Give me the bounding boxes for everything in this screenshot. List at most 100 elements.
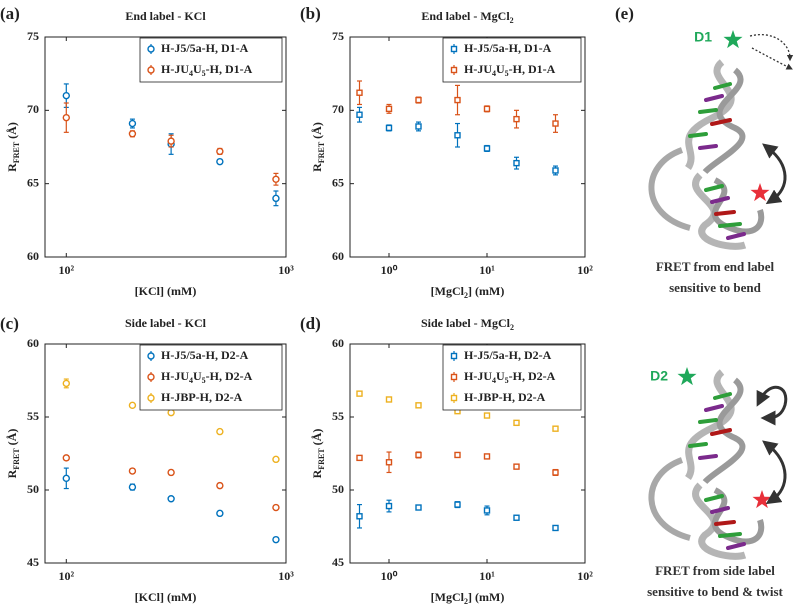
axes-frame [349,343,586,564]
acceptor-star [750,183,770,202]
data-point [128,130,137,138]
data-point [483,507,491,514]
y-tick-label: 55 [27,409,39,423]
legend-swatch [147,45,155,53]
legend-label: H-J5/5a-H, D1-A [161,41,249,55]
chart-title: Side label - KCl [125,316,207,330]
y-tick-label: 65 [27,175,39,189]
y-tick-label: 50 [332,482,344,496]
x-tick-label: 10² [577,569,593,583]
data-point [356,111,363,118]
x-axis-label: [KCl] (mM) [135,284,197,298]
data-point [415,96,422,104]
data-point [216,147,224,156]
y-tick-label: 60 [332,336,344,350]
data-point [62,474,70,483]
y-tick-label: 45 [332,555,344,569]
legend-label: H-JU4U5-H, D1-A [464,62,556,79]
panel-label: (a) [0,4,20,23]
legend-label: H-J5/5a-H, D2-A [161,348,249,362]
data-point [62,113,70,122]
y-tick-label: 75 [332,29,344,43]
data-point [216,481,224,490]
axes-frame [44,36,287,258]
legend-box [442,37,582,83]
legend-label: H-JU4U5-H, D2-A [464,369,556,386]
data-point [454,451,461,459]
data-point [415,402,422,409]
motion-arrow [749,34,794,62]
data-point [62,454,70,462]
donor-star [723,30,743,49]
x-tick-label: 10¹ [479,263,495,277]
donor-star [677,367,697,386]
data-point [385,396,393,403]
legend-swatch [450,352,458,360]
data-point [216,157,224,166]
data-point [128,467,137,475]
data-point [454,501,461,508]
x-tick-label: 10² [58,569,74,583]
data-point [356,390,363,397]
data-point [552,167,559,174]
motion-arrow [751,47,793,70]
data-point [272,175,280,183]
data-point [552,120,559,127]
data-point [483,105,491,113]
caption-line: sensitive to bend & twist [647,584,783,599]
donor-tag: D1 [694,29,712,45]
data-point [62,379,70,388]
x-tick-label: 10⁰ [381,263,398,277]
panel-label: (b) [300,4,321,23]
x-tick-label: 10⁰ [381,569,398,583]
data-point [167,408,175,417]
legend-swatch [450,394,458,402]
legend-label: H-JBP-H, D2-A [161,390,243,404]
twist-arrow [756,386,788,426]
x-axis-label: [MgCl2] (mM) [431,284,505,301]
panel-label: (c) [0,314,19,333]
data-point [216,509,224,518]
y-tick-label: 70 [27,102,39,116]
acceptor-star [752,490,772,509]
legend-swatch [450,373,458,381]
legend-swatch [147,373,155,381]
data-point [552,425,559,432]
legend-label: H-J5/5a-H, D1-A [464,41,552,55]
panel-label: (e) [615,4,634,23]
caption-line: FRET from side label [655,563,775,578]
data-point [454,96,461,104]
data-point [167,468,175,477]
y-axis-label: RFRET (Å) [5,429,22,479]
data-point [483,412,491,419]
legend-label: H-JBP-H, D2-A [464,390,546,404]
data-point [128,401,137,410]
data-point [385,502,393,510]
y-axis-label: RFRET (Å) [310,429,327,479]
data-point [415,504,422,511]
axes-frame [44,343,287,564]
y-tick-label: 70 [332,102,344,116]
legend-box [442,344,582,411]
rna-structure [651,372,761,556]
data-point [513,514,520,521]
caption-line: FRET from end label [656,259,775,274]
data-point [356,89,363,96]
data-point [513,115,520,123]
legend-swatch [147,352,155,360]
data-point [128,483,137,491]
legend-swatch [147,66,155,74]
x-axis-label: [MgCl2] (mM) [431,590,505,607]
y-axis-label: RFRET (Å) [5,122,22,172]
data-point [415,123,422,130]
data-point [216,427,224,436]
y-tick-label: 50 [27,482,39,496]
data-point [513,159,520,167]
data-point [272,503,280,512]
data-point [356,454,363,462]
legend-swatch [450,66,458,74]
y-tick-label: 75 [27,29,39,43]
data-point [385,124,393,132]
x-tick-label: 10¹ [479,569,495,583]
x-tick-label: 10² [58,263,74,277]
